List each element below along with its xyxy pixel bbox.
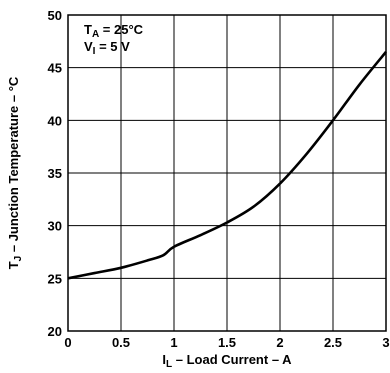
y-tick-label: 50 <box>48 8 62 23</box>
y-axis-title: TJ – Junction Temperature – °C <box>6 76 24 269</box>
x-tick-label: 2.5 <box>324 335 342 350</box>
x-tick-label: 0 <box>64 335 71 350</box>
x-tick-label: 2 <box>276 335 283 350</box>
x-tick-label: 1 <box>170 335 177 350</box>
y-tick-label: 40 <box>48 113 62 128</box>
y-tick-label: 20 <box>48 324 62 339</box>
y-tick-labels: 20 25 30 35 40 45 50 <box>48 8 62 339</box>
x-axis-title: IL – Load Current – A <box>162 352 292 370</box>
y-tick-label: 25 <box>48 271 62 286</box>
plot-frame <box>67 14 387 332</box>
x-tick-label: 1.5 <box>218 335 236 350</box>
y-tick-label: 35 <box>48 166 62 181</box>
grid <box>68 15 386 331</box>
x-tick-label: 0.5 <box>112 335 130 350</box>
annotation-vi: VI = 5 V <box>84 39 130 57</box>
series-layer <box>67 51 388 280</box>
annotation-ta: TA = 25°C <box>84 22 144 40</box>
series-line <box>67 51 388 280</box>
y-tick-label: 30 <box>48 219 62 234</box>
y-tick-label: 45 <box>48 61 62 76</box>
x-tick-label: 3 <box>382 335 389 350</box>
x-tick-labels: 0 0.5 1 1.5 2 2.5 3 <box>64 335 389 350</box>
